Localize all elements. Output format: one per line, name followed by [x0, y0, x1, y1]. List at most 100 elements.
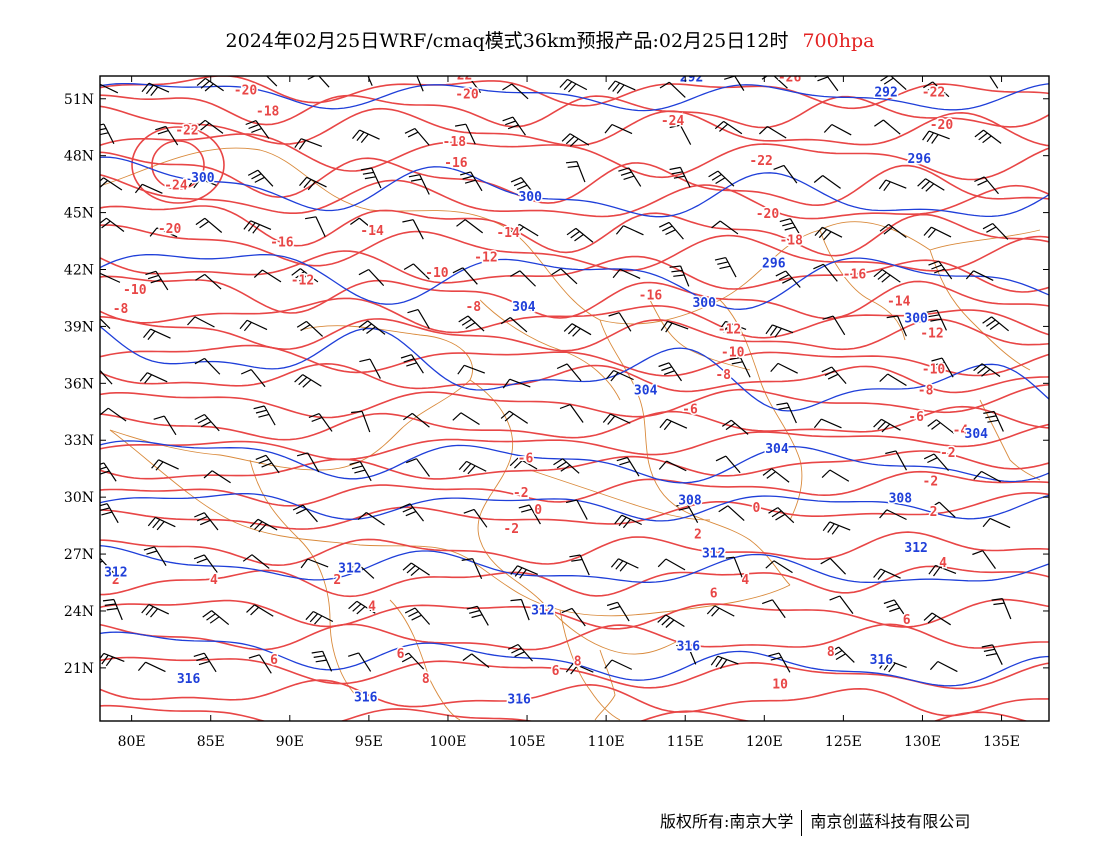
wind-barb-feather [561, 607, 573, 614]
wind-barb-feather [398, 652, 409, 659]
wind-barb-feather [137, 661, 146, 671]
wind-barb-feather [779, 218, 791, 223]
wind-barb-shaft [318, 76, 330, 88]
wind-barb-feather [505, 120, 516, 126]
lat-tick-label: 45N [64, 206, 94, 222]
wind-barb-shaft [156, 227, 178, 238]
wind-barb-feather [972, 550, 983, 556]
wind-barb-shaft [829, 521, 851, 531]
height-label: 316 [677, 640, 701, 655]
wind-barb-feather [925, 183, 935, 192]
wind-barb-feather [351, 410, 363, 414]
wind-barb-feather [551, 268, 562, 276]
wind-barb-feather [91, 83, 98, 91]
wind-barb-feather [710, 655, 719, 666]
wind-barb-feather [403, 412, 413, 421]
wind-barb-feather [399, 503, 411, 509]
wind-barb-feather [669, 265, 681, 268]
temperature-label: 8 [422, 672, 430, 687]
wind-barb-feather [977, 180, 988, 186]
temperature-label: -10 [123, 283, 147, 298]
wind-barb-shaft [465, 123, 476, 145]
wind-barb-feather [921, 180, 931, 190]
wind-barb-feather [565, 663, 574, 673]
lon-tick-label: 95E [355, 734, 383, 750]
wind-barb-feather [157, 130, 169, 135]
temperature-label: 0 [534, 503, 542, 518]
isotherm-line [100, 362, 1049, 394]
wind-barb-shaft [575, 227, 594, 243]
wind-barb-feather [982, 316, 992, 324]
wind-barb-feather [101, 220, 111, 229]
isotherm-line [100, 344, 1049, 377]
wind-barb-feather [243, 220, 252, 230]
wind-barb-feather [457, 364, 465, 375]
wind-barb-feather [311, 650, 323, 654]
temperature-label: -2 [503, 522, 519, 537]
lat-tick-label: 33N [64, 433, 94, 449]
wind-barb-feather [410, 567, 420, 577]
wind-barb-shaft [265, 76, 278, 87]
wind-barb-shaft [250, 220, 272, 230]
wind-barb-feather [199, 519, 211, 526]
wind-barb-feather [669, 124, 681, 129]
height-label: 304 [765, 442, 789, 457]
wind-barb-feather [782, 222, 794, 227]
wind-barb-feather [291, 268, 301, 276]
wind-barb-feather [351, 465, 363, 470]
wind-barb-feather [622, 518, 631, 529]
wind-barb-feather [355, 70, 366, 72]
wind-barb-feather [305, 611, 314, 621]
temperature-label: -14 [360, 224, 384, 239]
wind-barb-shaft [103, 123, 115, 145]
wind-barb-feather [602, 413, 611, 423]
wind-barb-feather [982, 222, 993, 230]
wind-barb-shaft [571, 608, 586, 627]
wind-barb-feather [553, 458, 564, 466]
wind-barb-shaft [367, 76, 373, 86]
wind-barb-shaft [621, 514, 642, 526]
wind-barb-feather [145, 606, 154, 616]
wind-barb-shaft [668, 81, 686, 98]
wind-barb-feather [248, 124, 260, 130]
wind-barb-shaft [107, 407, 127, 422]
wind-barb-feather [931, 264, 942, 270]
wind-barb-shaft [881, 269, 901, 283]
isotherm-line [100, 94, 1049, 129]
border-line [719, 299, 803, 521]
wind-barb-feather [456, 219, 466, 227]
wind-barb-feather [100, 217, 107, 224]
wind-barb-feather [610, 372, 619, 382]
wind-barb-feather [144, 374, 153, 384]
wind-barb-shaft [511, 83, 529, 100]
wind-barb-feather [197, 417, 208, 424]
wind-barb-shaft [838, 646, 855, 663]
wind-barb-feather [408, 611, 419, 618]
wind-barb-feather [923, 81, 934, 89]
border-line [389, 599, 461, 721]
temperature-label: -24 [661, 114, 685, 129]
temperature-label: -2 [923, 474, 939, 489]
wind-barb-shaft [414, 607, 431, 625]
wind-barb-feather [559, 78, 568, 88]
wind-barb-shaft [611, 123, 633, 135]
wind-barb-feather [406, 565, 416, 574]
lat-tick-label: 30N [64, 490, 94, 506]
temperature-label: -20 [930, 118, 954, 133]
wind-barb-shaft [933, 453, 949, 472]
wind-barb-shaft [936, 419, 955, 434]
wind-barb-shaft [300, 268, 319, 283]
border-line [929, 249, 1031, 371]
isotherm-line [100, 384, 1049, 419]
wind-barb-shaft [1001, 598, 1012, 620]
wind-barb-shaft [888, 223, 907, 239]
wind-barb-feather [258, 523, 267, 533]
wind-barb-shaft [205, 77, 224, 92]
wind-barb-shaft [103, 462, 117, 482]
isotherm-line [100, 224, 1049, 272]
wind-barb-shaft [103, 177, 123, 191]
wind-barb-feather [143, 546, 155, 551]
wind-barb-shaft [204, 273, 222, 290]
wind-barb-shaft [359, 129, 380, 140]
wind-barb-feather [309, 613, 319, 623]
